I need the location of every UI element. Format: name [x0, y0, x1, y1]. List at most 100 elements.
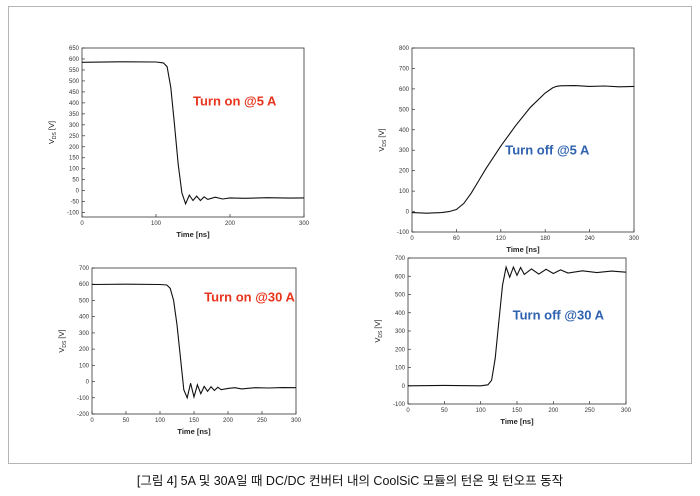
- y-tick-label: 700: [395, 256, 406, 262]
- y-axis-label: VDS [V]: [373, 319, 384, 342]
- series-line: [411, 85, 635, 214]
- chart-turn-off-30a: -100 0 100 200 300 400 500 600 700 0 50 100 150 200 25…: [370, 248, 650, 448]
- series-line: [407, 265, 627, 387]
- y-tick-label: 600: [69, 57, 80, 63]
- y-tick-label: 400: [399, 128, 410, 134]
- y-tick-label: 300: [399, 148, 410, 154]
- y-tick-label: 300: [395, 329, 406, 335]
- y-tick-label: -50: [70, 200, 79, 206]
- y-tick-label: 50: [72, 178, 79, 184]
- y-tick-label: 400: [69, 101, 80, 107]
- y-tick-label: 0: [406, 210, 410, 216]
- plot-area: [81, 47, 305, 218]
- y-tick-label: 800: [399, 46, 410, 52]
- x-tick-label: 100: [476, 408, 487, 414]
- series-line: [81, 61, 305, 206]
- x-tick-label: 300: [291, 418, 302, 424]
- x-tick-label: 150: [512, 408, 523, 414]
- y-axis-label: VDS [V]: [47, 121, 58, 144]
- x-tick-label: 120: [496, 236, 507, 242]
- annotation-label: Turn off @30 A: [513, 307, 605, 322]
- y-tick-label: -100: [77, 396, 90, 402]
- y-tick-label: 200: [69, 145, 80, 151]
- x-tick-label: 250: [585, 408, 596, 414]
- y-tick-label: 600: [79, 282, 90, 288]
- figure-frame: [8, 6, 692, 464]
- y-tick-label: -100: [397, 230, 410, 236]
- x-tick-label: 250: [257, 418, 268, 424]
- y-tick-label: 100: [79, 363, 90, 369]
- y-axis-label-unit: [V]: [373, 319, 382, 330]
- y-axis-label-sub: DS: [62, 340, 68, 348]
- y-axis-label-unit: [V]: [377, 128, 386, 139]
- y-tick-label: 300: [69, 123, 80, 129]
- x-tick-label: 150: [189, 418, 200, 424]
- y-tick-label: 500: [399, 107, 410, 113]
- y-tick-label: 100: [395, 366, 406, 372]
- y-axis-label-unit: [V]: [57, 329, 66, 340]
- series-line: [91, 283, 297, 400]
- x-tick-label: 0: [410, 236, 414, 242]
- x-tick-label: 50: [441, 408, 448, 414]
- y-tick-label: 100: [69, 167, 80, 173]
- y-tick-label: 0: [86, 380, 90, 386]
- chart-svg-turn-on-5a: -100 -50 0 50 100 150 200 250 300 350 400 450 500 550…: [47, 46, 310, 239]
- y-tick-label: 650: [69, 46, 80, 52]
- x-tick-label: 100: [155, 418, 166, 424]
- y-tick-label: 0: [402, 384, 406, 390]
- y-tick-label: 400: [79, 315, 90, 321]
- x-tick-label: 300: [299, 221, 310, 227]
- y-tick-label: 150: [69, 156, 80, 162]
- y-tick-label: 100: [399, 189, 410, 195]
- y-axis-label-sub: DS: [52, 131, 58, 139]
- y-tick-label: 250: [69, 134, 80, 140]
- y-tick-label: 200: [399, 169, 410, 175]
- y-tick-label: 300: [79, 331, 90, 337]
- y-tick-label: 700: [399, 66, 410, 72]
- y-tick-label: 500: [69, 79, 80, 85]
- y-tick-label: 600: [399, 87, 410, 93]
- annotation-label: Turn on @5 A: [193, 93, 277, 108]
- chart-turn-on-5a: -100 -50 0 50 100 150 200 250 300 350 400 450 500 550…: [40, 44, 320, 254]
- y-axis-label-unit: [V]: [47, 121, 56, 132]
- x-axis-label: Time [ns]: [500, 417, 534, 426]
- x-tick-label: 200: [223, 418, 234, 424]
- chart-svg-turn-on-30a: -200 -100 0 100 200 300 400 500 600 700 0 50 100 150 2…: [57, 266, 302, 436]
- y-axis-label-main: V: [373, 338, 382, 343]
- x-tick-label: 180: [540, 236, 551, 242]
- y-tick-label: 500: [395, 293, 406, 299]
- x-tick-label: 0: [80, 221, 84, 227]
- y-axis-label-sub: DS: [382, 139, 388, 147]
- x-axis-label: Time [ns]: [506, 245, 540, 254]
- annotation-label: Turn off @5 A: [505, 143, 590, 158]
- x-tick-label: 200: [225, 221, 236, 227]
- figure-caption: [그림 4] 5A 및 30A일 때 DC/DC 컨버터 내의 CoolSiC …: [136, 474, 564, 488]
- y-tick-label: -200: [77, 412, 90, 418]
- x-tick-label: 0: [406, 408, 410, 414]
- chart-turn-off-5a: -100 0 100 200 300 400 500 600 700 800 0 60 120 180 24…: [370, 44, 650, 254]
- y-axis-label-main: V: [377, 147, 386, 152]
- y-tick-label: 0: [76, 189, 80, 195]
- y-tick-label: -100: [67, 211, 80, 217]
- x-tick-label: 300: [629, 236, 640, 242]
- y-tick-label: 450: [69, 90, 80, 96]
- chart-turn-on-30a: -200 -100 0 100 200 300 400 500 600 700 0 50 100 150 2…: [40, 260, 320, 450]
- y-axis-label-main: V: [47, 139, 56, 144]
- x-tick-label: 240: [585, 236, 596, 242]
- y-tick-label: 400: [395, 311, 406, 317]
- plot-area: [411, 47, 635, 233]
- y-tick-label: 550: [69, 68, 80, 74]
- x-tick-label: 300: [621, 408, 632, 414]
- y-tick-label: 500: [79, 298, 90, 304]
- y-tick-label: -100: [393, 402, 406, 408]
- y-tick-label: 700: [79, 266, 90, 272]
- y-tick-label: 600: [395, 274, 406, 280]
- y-tick-label: 350: [69, 112, 80, 118]
- y-axis-label: VDS [V]: [377, 128, 388, 151]
- y-tick-label: 200: [79, 347, 90, 353]
- x-tick-label: 60: [453, 236, 460, 242]
- y-axis-label-main: V: [57, 348, 66, 353]
- x-tick-label: 50: [123, 418, 130, 424]
